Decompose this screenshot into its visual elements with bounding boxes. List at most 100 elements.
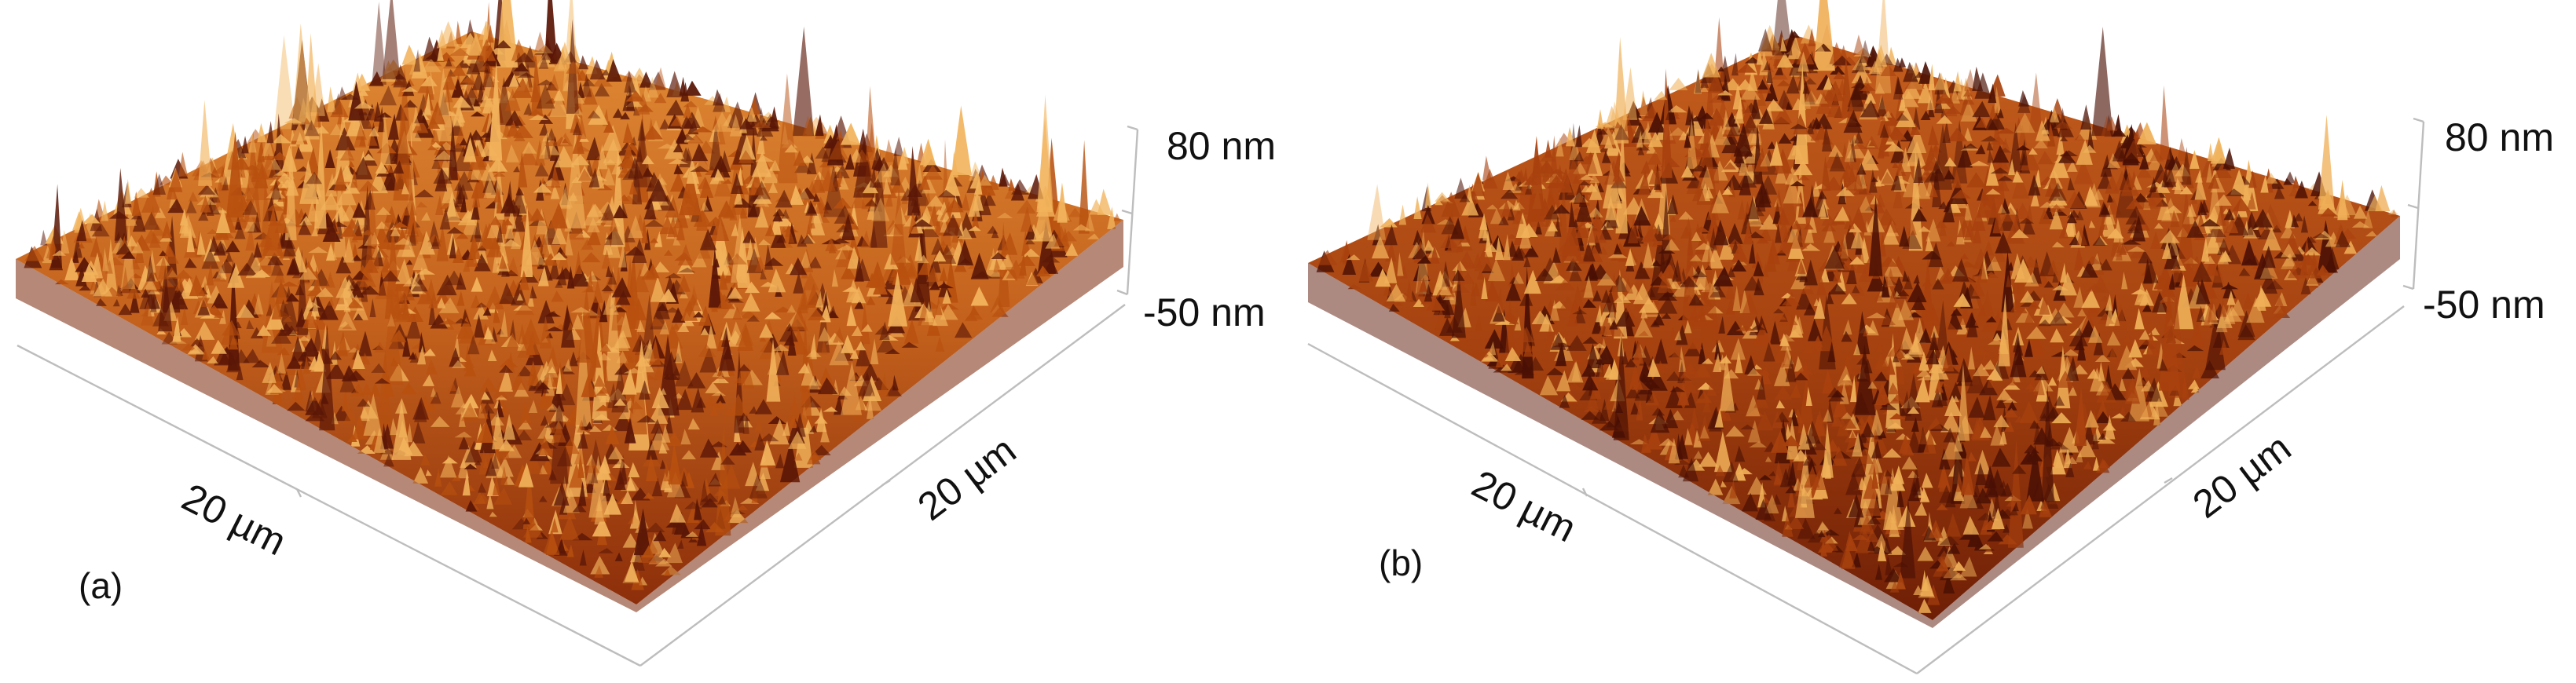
surface-spike (1997, 175, 2014, 181)
surface-spike (489, 215, 501, 225)
surface-spike (2100, 154, 2112, 177)
surface-spike (1996, 178, 2010, 192)
surface-spike (1759, 214, 1779, 230)
surface-spike (236, 304, 255, 318)
surface-spike (1582, 241, 1596, 262)
surface-spike (343, 299, 351, 312)
surface-spike (768, 268, 786, 293)
surface-spike (2058, 150, 2076, 163)
surface-spike (295, 307, 306, 327)
surface-spike (1992, 490, 2002, 517)
surface-spike (1823, 176, 1843, 191)
surface-spike (260, 153, 278, 180)
surface-spike (649, 338, 661, 365)
surface-spike (1874, 44, 1888, 67)
surface-spike (551, 421, 566, 443)
surface-spike (539, 465, 548, 475)
surface-spike (1599, 399, 1610, 421)
surface-spike (787, 329, 797, 356)
surface-spike (1953, 483, 1965, 502)
surface-spike (2080, 104, 2092, 130)
surface-spike (1512, 353, 1531, 373)
surface-spike (484, 330, 497, 344)
surface-spike (957, 239, 974, 266)
surface-spike (683, 100, 698, 108)
surface-spike (382, 0, 401, 79)
surface-spike (1753, 323, 1772, 346)
surface-spike (1699, 166, 1714, 189)
surface-spike (2316, 265, 2331, 276)
surface-spike (890, 184, 907, 265)
surface-spike (2111, 413, 2127, 418)
surface-spike (382, 374, 394, 397)
surface-spike (262, 206, 284, 257)
surface-spike (1944, 395, 1962, 416)
surface-spike (728, 393, 749, 416)
surface-spike (297, 335, 311, 342)
surface-spike (2177, 137, 2188, 162)
surface-spike (322, 221, 341, 242)
surface-spike (198, 100, 213, 186)
surface-spike (628, 157, 643, 179)
surface-spike (2011, 173, 2030, 199)
surface-spike (2166, 155, 2178, 170)
surface-spike (473, 314, 485, 338)
surface-spike (653, 530, 667, 542)
surface-spike (1915, 375, 1930, 403)
surface-spike (1731, 259, 1747, 272)
surface-spike (706, 323, 717, 349)
surface-spike (299, 215, 313, 225)
surface-spike (2247, 214, 2254, 236)
surface-spike (1622, 67, 1638, 120)
surface-spike (546, 404, 559, 411)
surface-spike (341, 365, 358, 382)
surface-spike (1666, 371, 1681, 382)
surface-spike (453, 247, 464, 263)
surface-spike (1898, 299, 1915, 320)
surface-spike (987, 225, 999, 234)
surface-spike (2081, 289, 2100, 309)
surface-spike (1807, 119, 1823, 129)
surface-spike (2101, 115, 2112, 137)
surface-spike (677, 267, 696, 273)
surface-spike (665, 99, 684, 116)
surface-spike (1896, 484, 1904, 508)
surface-spike (463, 71, 479, 98)
surface-spike (2033, 421, 2040, 443)
surface-spike (272, 133, 291, 144)
surface-spike (1707, 305, 1724, 314)
surface-spike (739, 118, 754, 130)
surface-spike (2048, 182, 2067, 201)
surface-spike (892, 374, 899, 391)
surface-spike (1967, 491, 1984, 510)
surface-spike (1680, 225, 1692, 239)
surface-spike (684, 501, 703, 510)
surface-spike (493, 187, 501, 203)
surface-spike (420, 75, 438, 86)
surface-spike (739, 206, 748, 219)
surface-spike (513, 166, 520, 173)
surface-spike (1759, 188, 1772, 204)
surface-spike (2320, 207, 2338, 217)
surface-spike (390, 356, 399, 367)
surface-spike (2125, 198, 2144, 210)
surface-spike (2026, 444, 2044, 502)
surface-spike (656, 303, 669, 312)
surface-spike (368, 127, 379, 137)
surface-spike (482, 307, 492, 316)
surface-spike (2049, 107, 2060, 122)
surface-spike (2065, 462, 2075, 477)
surface-a-texture (24, 0, 1121, 590)
surface-spike (1678, 345, 1687, 372)
surface-spike (2222, 148, 2235, 169)
surface-spike (2012, 465, 2027, 474)
surface-spike (1571, 360, 1581, 382)
surface-spike (577, 287, 595, 363)
surface-spike (555, 279, 563, 288)
surface-spike (1072, 224, 1091, 231)
surface-spike (1900, 90, 1919, 108)
surface-spike (873, 155, 885, 171)
surface-spike (1822, 125, 1833, 152)
surface-spike (1383, 285, 1392, 296)
surface-spike (1794, 365, 1813, 374)
